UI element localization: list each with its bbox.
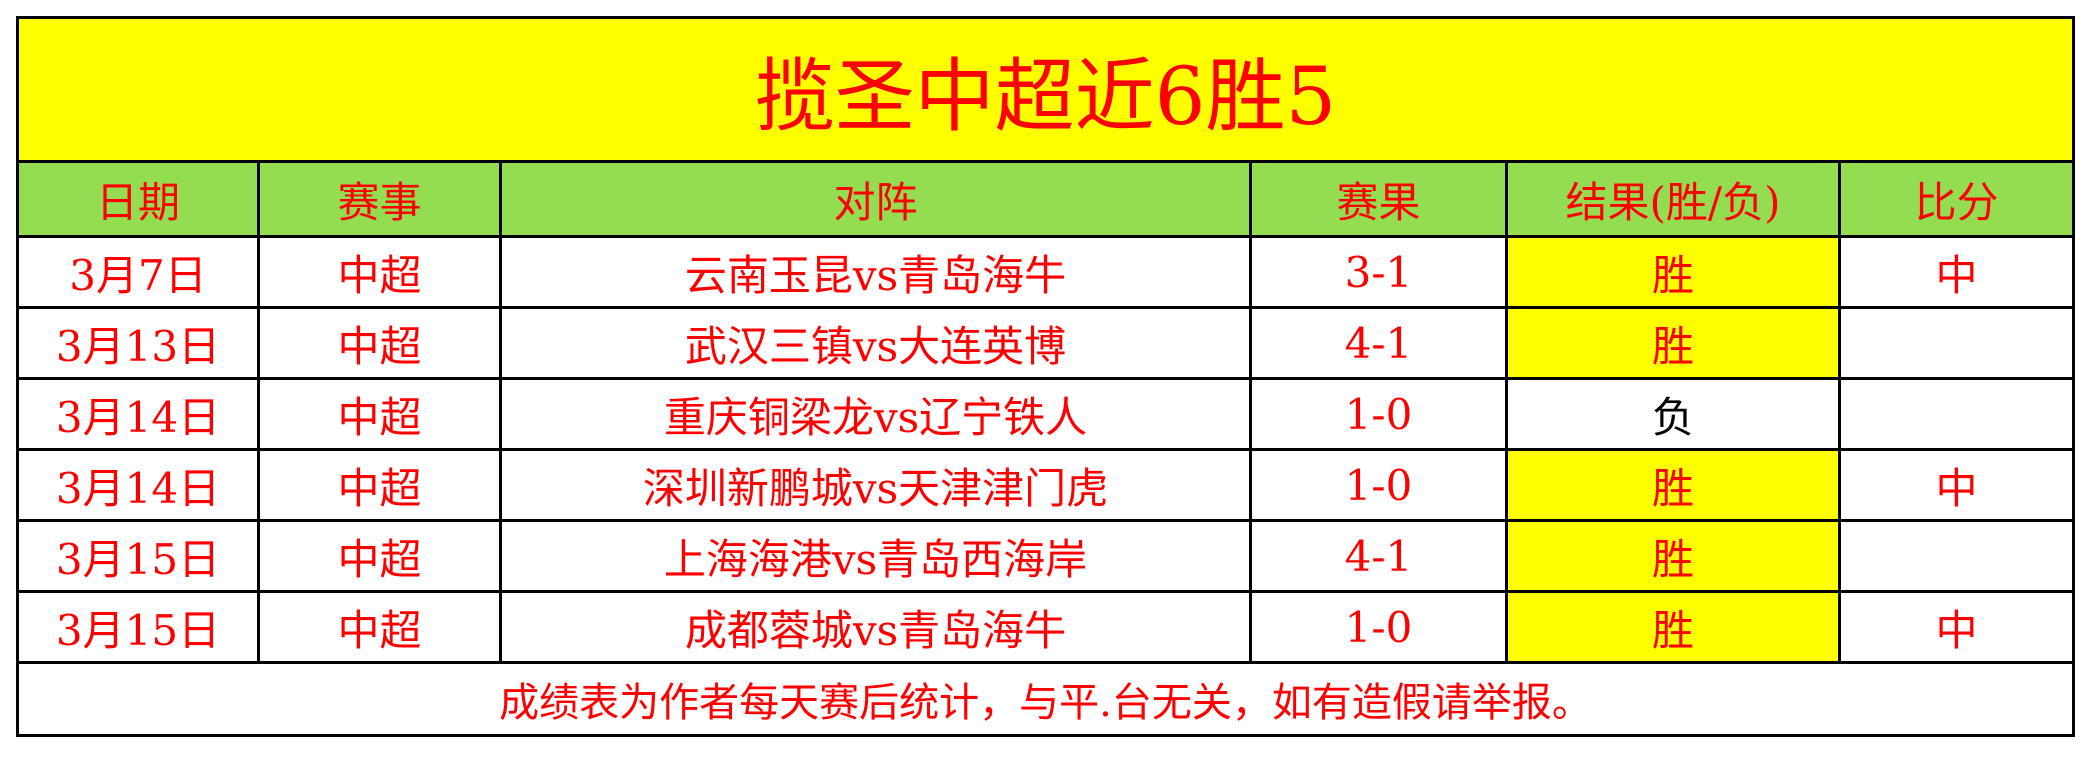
cell-date: 3月15日: [16, 590, 260, 664]
cell-league: 中超: [257, 235, 502, 309]
cell-exact: 中: [1837, 235, 2076, 309]
cell-league: 中超: [257, 590, 502, 664]
cell-date: 3月7日: [16, 235, 260, 309]
cell-exact: [1837, 519, 2076, 593]
cell-match: 深圳新鹏城vs天津津门虎: [499, 448, 1252, 522]
cell-score: 3-1: [1249, 235, 1508, 309]
cell-exact: 中: [1837, 590, 2076, 664]
footer-row: 成绩表为作者每天赛后统计，与平.台无关，如有造假请举报。: [15, 661, 2076, 737]
cell-result: 胜: [1505, 519, 1841, 593]
header-exact: 比分: [1837, 160, 2076, 238]
cell-league: 中超: [257, 519, 502, 593]
cell-match: 成都蓉城vs青岛海牛: [499, 590, 1252, 664]
results-table: 揽圣中超近6胜5 日期 赛事 对阵 赛果 结果(胜/负) 比分 3月7日 中超 云南…: [15, 16, 2076, 737]
cell-match: 重庆铜梁龙vs辽宁铁人: [499, 377, 1252, 451]
cell-score: 4-1: [1249, 519, 1508, 593]
cell-score: 4-1: [1249, 306, 1508, 380]
cell-match: 上海海港vs青岛西海岸: [499, 519, 1252, 593]
table-row: 3月13日 中超 武汉三镇vs大连英博 4-1 胜: [16, 306, 2076, 380]
cell-score: 1-0: [1249, 448, 1508, 522]
cell-date: 3月15日: [16, 519, 260, 593]
cell-score: 1-0: [1249, 590, 1508, 664]
cell-result: 胜: [1505, 590, 1841, 664]
header-match: 对阵: [499, 160, 1252, 238]
title-row: 揽圣中超近6胜5: [15, 16, 2076, 163]
cell-date: 3月13日: [16, 306, 260, 380]
cell-score: 1-0: [1249, 377, 1508, 451]
table-row: 3月15日 中超 成都蓉城vs青岛海牛 1-0 胜中: [16, 590, 2076, 664]
cell-league: 中超: [257, 448, 502, 522]
header-date: 日期: [16, 160, 260, 238]
footer-note: 成绩表为作者每天赛后统计，与平.台无关，如有造假请举报。: [15, 661, 2076, 737]
header-row: 日期 赛事 对阵 赛果 结果(胜/负) 比分: [16, 160, 2076, 238]
cell-match: 武汉三镇vs大连英博: [499, 306, 1252, 380]
cell-date: 3月14日: [16, 448, 260, 522]
cell-league: 中超: [257, 377, 502, 451]
header-score: 赛果: [1249, 160, 1508, 238]
table-title: 揽圣中超近6胜5: [15, 16, 2076, 163]
table-row: 3月14日 中超 重庆铜梁龙vs辽宁铁人 1-0 负: [16, 377, 2076, 451]
cell-exact: [1837, 377, 2076, 451]
cell-exact: [1837, 306, 2076, 380]
cell-result: 胜: [1505, 448, 1841, 522]
cell-league: 中超: [257, 306, 502, 380]
cell-match: 云南玉昆vs青岛海牛: [499, 235, 1252, 309]
cell-date: 3月14日: [16, 377, 260, 451]
header-result: 结果(胜/负): [1505, 160, 1841, 238]
table-row: 3月14日 中超 深圳新鹏城vs天津津门虎 1-0 胜中: [16, 448, 2076, 522]
table-row: 3月15日 中超 上海海港vs青岛西海岸 4-1 胜: [16, 519, 2076, 593]
header-league: 赛事: [257, 160, 502, 238]
cell-result: 胜: [1505, 306, 1841, 380]
cell-result: 胜: [1505, 235, 1841, 309]
cell-exact: 中: [1837, 448, 2076, 522]
table-row: 3月7日 中超 云南玉昆vs青岛海牛 3-1 胜中: [16, 235, 2076, 309]
cell-result: 负: [1505, 377, 1841, 451]
